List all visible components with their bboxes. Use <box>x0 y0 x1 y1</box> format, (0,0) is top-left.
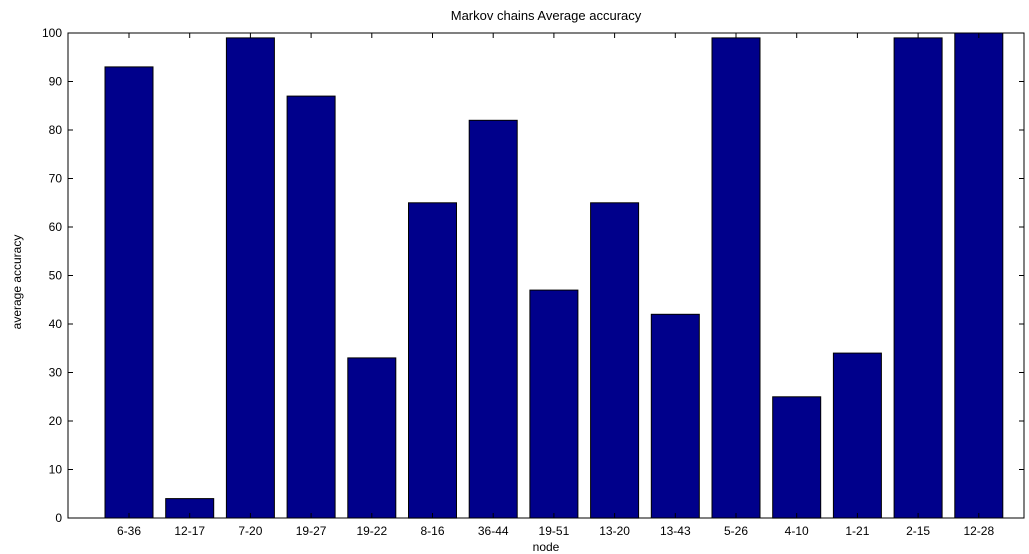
x-tick-label-19-27: 19-27 <box>296 524 327 538</box>
y-tick-label-90: 90 <box>49 75 63 89</box>
y-tick-label-20: 20 <box>49 414 63 428</box>
x-tick-label-8-16: 8-16 <box>420 524 444 538</box>
x-tick-label-13-20: 13-20 <box>599 524 630 538</box>
bar-6-36 <box>104 66 154 519</box>
bar-12-28 <box>954 32 1004 519</box>
bar-5-26 <box>711 37 761 519</box>
x-tick-label-1-21: 1-21 <box>845 524 869 538</box>
bars-group <box>104 32 1004 519</box>
x-tick-label-6-36: 6-36 <box>117 524 141 538</box>
bar-19-22 <box>347 357 397 519</box>
bar-2-15 <box>893 37 943 519</box>
x-tick-label-12-17: 12-17 <box>174 524 205 538</box>
bar-4-10 <box>772 396 822 519</box>
y-tick-label-60: 60 <box>49 220 63 234</box>
bar-36-44 <box>468 119 518 519</box>
x-tick-label-12-28: 12-28 <box>963 524 994 538</box>
x-tick-label-5-26: 5-26 <box>724 524 748 538</box>
bar-1-21 <box>832 352 882 519</box>
y-axis-ticks: 0 10 20 30 40 50 60 70 80 90 100 <box>42 26 1024 525</box>
x-tick-label-7-20: 7-20 <box>238 524 262 538</box>
bar-19-51 <box>529 289 579 519</box>
y-tick-label-50: 50 <box>49 269 63 283</box>
y-axis-label: average accuracy <box>10 235 24 330</box>
y-tick-label-80: 80 <box>49 123 63 137</box>
x-tick-label-4-10: 4-10 <box>785 524 809 538</box>
y-tick-label-10: 10 <box>49 463 63 477</box>
y-tick-label-30: 30 <box>49 366 63 380</box>
x-tick-label-2-15: 2-15 <box>906 524 930 538</box>
x-tick-label-19-22: 19-22 <box>356 524 387 538</box>
bar-19-27 <box>286 95 336 519</box>
x-tick-label-13-43: 13-43 <box>660 524 691 538</box>
bar-8-16 <box>408 202 457 519</box>
x-tick-label-36-44: 36-44 <box>478 524 509 538</box>
x-tick-label-19-51: 19-51 <box>539 524 570 538</box>
bar-7-20 <box>225 37 275 519</box>
bar-13-20 <box>590 202 640 519</box>
chart-title: Markov chains Average accuracy <box>451 8 642 23</box>
x-axis-label: node <box>533 540 560 554</box>
y-tick-label-100: 100 <box>42 26 62 40</box>
bar-13-43 <box>650 313 700 519</box>
x-axis-ticks: 6-36 12-17 7-20 19-27 19-22 8-16 36-44 19-51 13-… <box>117 33 994 538</box>
y-tick-label-0: 0 <box>55 511 62 525</box>
y-tick-label-70: 70 <box>49 172 63 186</box>
y-tick-label-40: 40 <box>49 317 63 331</box>
